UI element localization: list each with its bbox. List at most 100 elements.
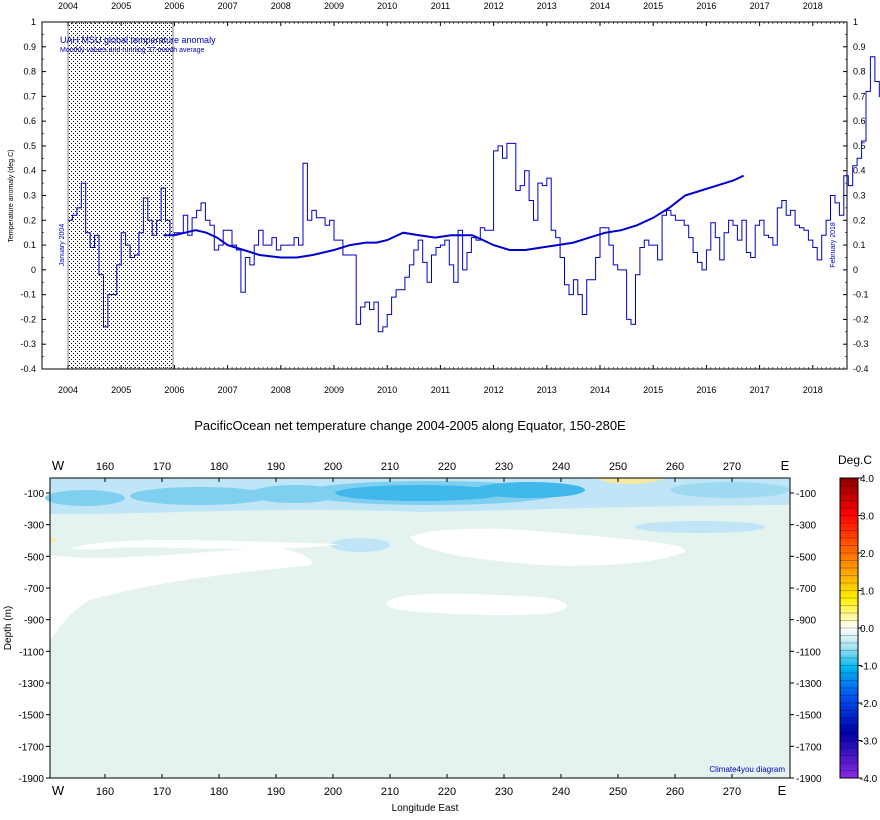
heatmap-y-tick-label-right: -1100 xyxy=(796,647,821,658)
colorbar-tick-label: -1.0 xyxy=(860,662,878,673)
chart1-y-tick-label-right: 0.5 xyxy=(853,141,866,151)
chart1-y-tick-label-left: 0 xyxy=(31,265,36,275)
heatmap-y-tick-label-left: -900 xyxy=(24,616,44,627)
heatmap-y-tick-label-left: -1700 xyxy=(18,742,44,753)
chart1-x-tick-label-bottom: 2017 xyxy=(750,385,770,395)
heatmap-x-tick-label-bottom: 230 xyxy=(495,786,513,798)
heatmap-top-x-axis: 160 170 180 190 200 210 220 230 240 250 260 270 xyxy=(96,461,741,482)
heatmap-x-tick-label-top: 210 xyxy=(381,461,399,473)
chart1-y-tick-label-right: 0.8 xyxy=(853,67,866,77)
chart1-x-tick-label-top: 2007 xyxy=(218,1,238,11)
colorbar-tick-label: -4.0 xyxy=(860,774,878,785)
heatmap-plot-area xyxy=(45,477,791,779)
heatmap-frame xyxy=(49,477,791,779)
chart1-subtitle: Monthly values and running 37-month aver… xyxy=(60,47,204,54)
heatmap-x-tick-label-top: 250 xyxy=(609,461,627,473)
chart1-x-tick-label-bottom: 2004 xyxy=(58,385,78,395)
colorbar-tick-label: 4.0 xyxy=(860,474,874,485)
heatmap-x-tick-label-top: 170 xyxy=(153,461,171,473)
chart1-x-tick-label-bottom: 2014 xyxy=(590,385,610,395)
heatmap-y-tick-label-right: -900 xyxy=(796,616,816,627)
chart1-top-x-axis: 2004 2005 2006 2007 2008 2009 2010 2011 2012 2013… xyxy=(58,1,845,26)
temperature-anomaly-chart: 2004 2005 2006 2007 2008 2009 2010 2011 2012 2013… xyxy=(8,1,880,395)
chart1-x-tick-label-bottom: 2008 xyxy=(271,385,291,395)
chart1-title: UAH MSU global temperature anomaly xyxy=(60,35,216,45)
heatmap-x-tick-label-top: 160 xyxy=(96,461,114,473)
chart1-y-tick-label-left: -0.2 xyxy=(20,314,36,324)
chart1-y-tick-label-left: 0.7 xyxy=(23,91,36,101)
heatmap-x-tick-label-top: 240 xyxy=(552,461,570,473)
heatmap-bottom-x-axis: 160 170 180 190 200 210 220 230 240 250 260 270 xyxy=(96,774,741,798)
colorbar-tick-label: -3.0 xyxy=(860,737,878,748)
heatmap-x-tick-label-bottom: 220 xyxy=(438,786,456,798)
chart1-x-tick-label-top: 2014 xyxy=(590,1,610,11)
ocean-temperature-heatmap: 160 170 180 190 200 210 220 230 240 250 260 270 160… xyxy=(3,458,822,814)
heatmap-x-tick-label-top: 270 xyxy=(723,461,741,473)
chart1-y-tick-label-left: -0.1 xyxy=(20,290,36,300)
chart1-x-tick-label-top: 2016 xyxy=(696,1,716,11)
ocean-chart-title: PacificOcean net temperature change 2004… xyxy=(194,418,626,433)
chart1-x-tick-label-bottom: 2012 xyxy=(484,385,504,395)
running-average-line xyxy=(163,174,745,259)
chart1-x-tick-label-top: 2013 xyxy=(537,1,557,11)
chart1-x-tick-label-top: 2006 xyxy=(164,1,184,11)
heatmap-x-tick-label-bottom: 160 xyxy=(96,786,114,798)
chart1-x-tick-label-bottom: 2009 xyxy=(324,385,344,395)
heatmap-y-tick-label-right: -300 xyxy=(796,521,816,532)
start-date-annotation: January 2004 xyxy=(59,224,66,267)
chart1-x-tick-label-top: 2009 xyxy=(324,1,344,11)
colorbar-tick-label: 2.0 xyxy=(860,549,874,560)
chart1-y-tick-label-right: 0.7 xyxy=(853,91,866,101)
east-label-top: E xyxy=(781,458,790,473)
monthly-anomaly-line xyxy=(68,56,880,333)
heatmap-y-tick-label-left: -1300 xyxy=(18,679,44,690)
colorbar-tick-label: 3.0 xyxy=(860,512,874,523)
heatmap-y-tick-label-right: -500 xyxy=(796,552,816,563)
colorbar-title: Deg.C xyxy=(838,453,872,467)
heatmap-y-tick-label-left: -500 xyxy=(24,552,44,563)
chart1-y-tick-label-left: 0.4 xyxy=(23,166,36,176)
chart1-x-tick-label-top: 2004 xyxy=(58,1,78,11)
chart1-y-tick-label-left: 0.5 xyxy=(23,141,36,151)
heatmap-x-tick-label-bottom: 200 xyxy=(324,786,342,798)
west-label-top: W xyxy=(52,458,65,473)
heatmap-x-tick-label-top: 180 xyxy=(210,461,228,473)
chart1-y-tick-label-right: -0.4 xyxy=(853,364,869,374)
chart1-x-tick-label-top: 2015 xyxy=(643,1,663,11)
heatmap-x-tick-label-bottom: 190 xyxy=(267,786,285,798)
colorbar-tick-label: 1.0 xyxy=(860,587,874,598)
east-label-bottom: E xyxy=(778,783,787,798)
chart1-y-tick-label-left: 0.9 xyxy=(23,42,36,52)
heatmap-y-tick-label-right: -1900 xyxy=(796,774,822,785)
chart1-x-tick-label-top: 2011 xyxy=(431,1,450,11)
chart1-bottom-x-axis: 2004 2005 2006 2007 2008 2009 2010 2011 2012 2013… xyxy=(58,365,845,395)
chart1-y-tick-label-right: 0.9 xyxy=(853,42,866,52)
chart1-x-tick-label-bottom: 2011 xyxy=(431,385,450,395)
chart1-y-tick-label-right: 0 xyxy=(853,265,858,275)
chart1-y-tick-label-right: 0.1 xyxy=(853,240,866,250)
chart1-x-tick-label-bottom: 2005 xyxy=(111,385,131,395)
chart1-x-tick-label-bottom: 2007 xyxy=(218,385,238,395)
heatmap-x-tick-label-bottom: 170 xyxy=(153,786,171,798)
heatmap-x-tick-label-bottom: 250 xyxy=(609,786,627,798)
chart1-y-tick-label-left: 0.2 xyxy=(23,215,36,225)
heatmap-x-tick-label-bottom: 260 xyxy=(666,786,684,798)
chart1-x-tick-label-top: 2008 xyxy=(271,1,291,11)
chart1-y-tick-label-left: 1 xyxy=(31,17,36,27)
heatmap-y-tick-label-left: -1500 xyxy=(18,711,44,722)
chart1-y-tick-label-right: 0.3 xyxy=(853,191,866,201)
heatmap-y-tick-label-right: -700 xyxy=(796,584,816,595)
heatmap-y-axis-label: Depth (m) xyxy=(3,606,14,650)
chart1-right-y-axis: -0.4 -0.3 -0.2 -0.1 0 0.1 0.2 0.3 0.4 0.5 0.6 0.7 0.… xyxy=(843,17,869,374)
chart1-x-tick-label-top: 2012 xyxy=(484,1,504,11)
chart1-left-y-axis: -0.4 -0.3 -0.2 -0.1 0 0.1 0.2 0.3 0.4 0.5 0.6 0.7 0.… xyxy=(20,17,46,374)
chart1-x-tick-label-top: 2018 xyxy=(803,1,823,11)
chart1-y-tick-label-left: 0.1 xyxy=(23,240,36,250)
heatmap-x-tick-label-bottom: 210 xyxy=(381,786,399,798)
chart1-y-tick-label-right: -0.2 xyxy=(853,314,869,324)
heatmap-y-tick-label-left: -1900 xyxy=(18,774,44,785)
heatmap-y-tick-label-left: -300 xyxy=(24,521,44,532)
heatmap-x-tick-label-top: 220 xyxy=(438,461,456,473)
chart1-y-tick-label-left: -0.3 xyxy=(20,339,36,349)
